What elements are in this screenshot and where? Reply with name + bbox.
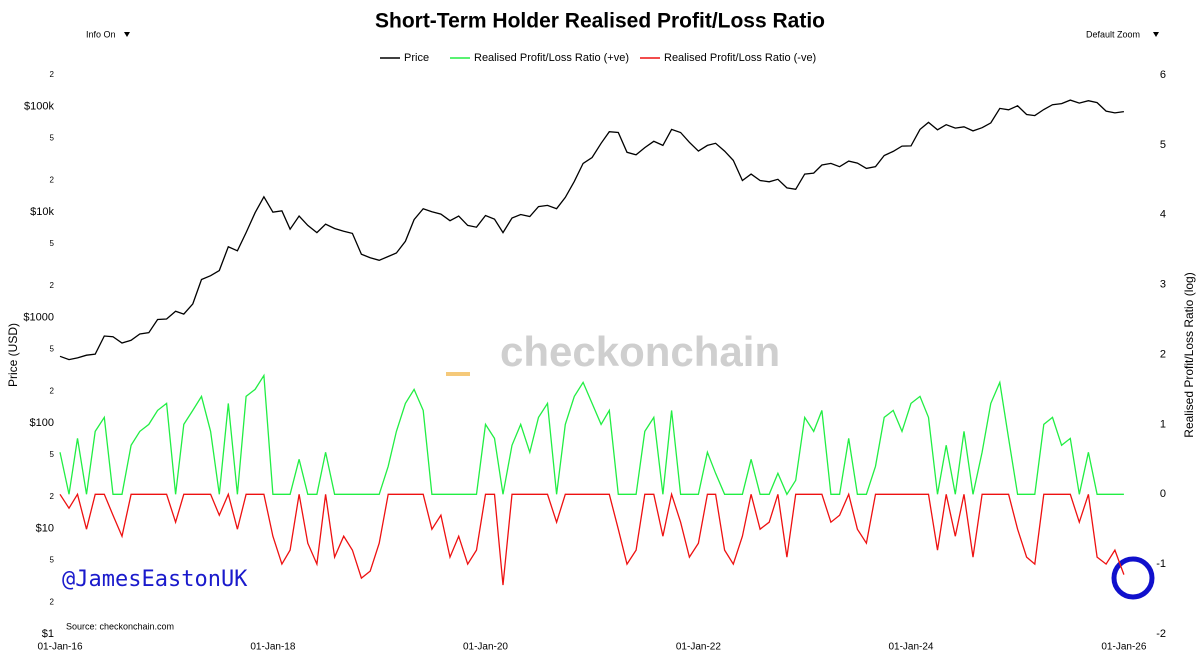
series-line <box>59 99 1124 361</box>
info-toggle[interactable]: Info On <box>86 29 116 39</box>
y-tick-label: $10 <box>36 522 54 534</box>
y-tick-label: 5 <box>50 134 55 143</box>
y-tick-label: 2 <box>50 597 55 606</box>
y2-tick-label: 5 <box>1160 139 1166 151</box>
y-tick-label: 2 <box>50 492 55 501</box>
x-tick-label: 01-Jan-26 <box>1101 642 1146 653</box>
legend-label: Realised Profit/Loss Ratio (+ve) <box>474 52 629 64</box>
y-tick-label: 2 <box>50 386 55 395</box>
y-axis-label: Price (USD) <box>6 323 20 387</box>
x-tick-label: 01-Jan-24 <box>888 642 933 653</box>
series-line <box>59 491 1125 586</box>
y-tick-label: 2 <box>50 70 55 79</box>
legend-label: Realised Profit/Loss Ratio (-ve) <box>664 52 816 64</box>
highlight-circle <box>1111 556 1155 600</box>
legend-label: Price <box>404 52 429 64</box>
y-tick-label: 5 <box>50 239 55 248</box>
y2-tick-label: 6 <box>1160 69 1166 81</box>
x-tick-label: 01-Jan-18 <box>250 642 295 653</box>
y-tick-label: 2 <box>50 176 55 185</box>
chart-title: Short-Term Holder Realised Profit/Loss R… <box>375 10 825 33</box>
watermark: checkonchain <box>500 328 780 375</box>
watermark-accent <box>446 372 470 376</box>
y-tick-label: $100k <box>24 101 54 113</box>
y-tick-label: $100 <box>30 417 54 429</box>
y2-tick-label: 0 <box>1160 488 1166 500</box>
y2-tick-label: 1 <box>1160 418 1166 430</box>
x-tick-label: 01-Jan-22 <box>676 642 721 653</box>
y-tick-label: 5 <box>50 344 55 353</box>
y2-tick-label: -1 <box>1156 558 1166 570</box>
handle: @JamesEastonUK <box>62 567 248 592</box>
y2-axis-label: Realised Profit/Loss Ratio (log) <box>1182 272 1196 437</box>
y-tick-label: $1000 <box>23 312 54 324</box>
series-line <box>59 373 1124 496</box>
y2-tick-label: 4 <box>1160 209 1166 221</box>
source: Source: checkonchain.com <box>66 621 174 631</box>
x-tick-label: 01-Jan-16 <box>37 642 82 653</box>
y-tick-label: 2 <box>50 281 55 290</box>
y2-tick-label: -2 <box>1156 628 1166 640</box>
y-tick-label: 5 <box>50 555 55 564</box>
y-tick-label: $10k <box>30 206 54 218</box>
x-tick-label: 01-Jan-20 <box>463 642 508 653</box>
legend: Price Realised Profit/Loss Ratio (+ve) Rea… <box>380 52 816 64</box>
y2-tick-label: 3 <box>1160 279 1166 291</box>
y-tick-label: 5 <box>50 450 55 459</box>
dropdown-arrow[interactable] <box>124 32 130 37</box>
dropdown-arrow[interactable] <box>1153 32 1159 37</box>
zoom-menu[interactable]: Default Zoom <box>1086 29 1140 39</box>
y-tick-label: $1 <box>42 628 54 640</box>
y2-tick-label: 2 <box>1160 348 1166 360</box>
